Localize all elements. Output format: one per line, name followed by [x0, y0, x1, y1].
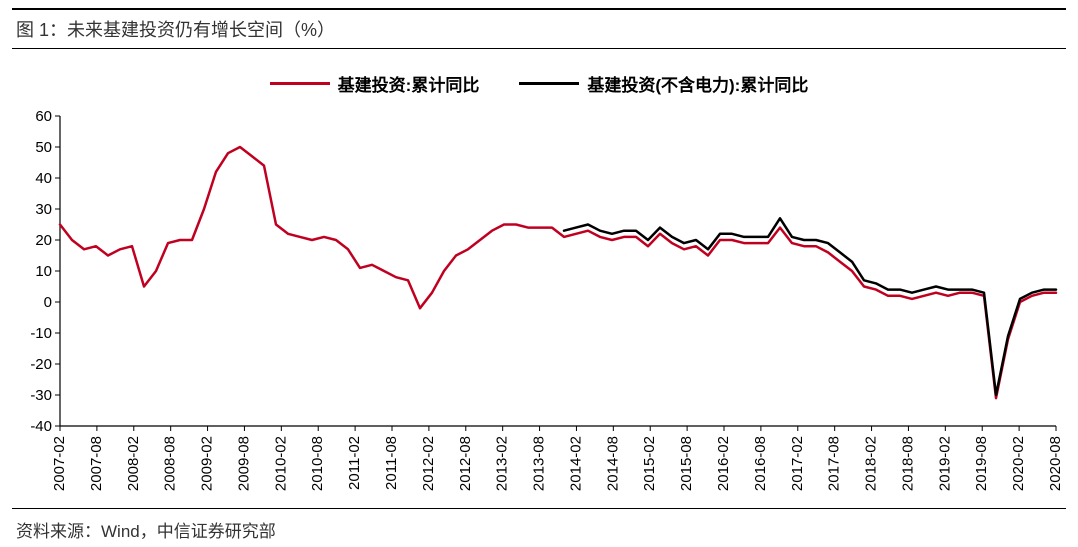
svg-text:2015-02: 2015-02: [641, 436, 658, 491]
svg-text:20: 20: [35, 232, 52, 249]
legend-line-icon: [519, 82, 579, 85]
svg-text:2011-02: 2011-02: [346, 436, 363, 490]
svg-text:30: 30: [35, 201, 52, 218]
chart-area: 基建投资:累计同比 基建投资(不含电力):累计同比 -40 -30 -20 -10 0 1…: [12, 49, 1066, 508]
svg-text:2019-02: 2019-02: [936, 436, 953, 491]
legend-label: 基建投资:累计同比: [338, 71, 480, 96]
svg-text:2014-08: 2014-08: [604, 436, 621, 491]
svg-text:2007-02: 2007-02: [51, 436, 68, 491]
svg-text:-40: -40: [30, 418, 52, 435]
svg-text:2017-08: 2017-08: [826, 436, 843, 491]
svg-text:2012-02: 2012-02: [420, 436, 437, 491]
source-footer: 资料来源：Wind，中信证券研究部: [12, 508, 1066, 542]
svg-text:2008-08: 2008-08: [162, 436, 179, 491]
legend-line-icon: [270, 82, 330, 85]
svg-text:2013-08: 2013-08: [531, 436, 548, 491]
svg-text:-20: -20: [30, 356, 52, 373]
svg-text:2018-08: 2018-08: [899, 436, 916, 491]
legend-label: 基建投资(不含电力):累计同比: [587, 71, 808, 96]
svg-text:2009-08: 2009-08: [235, 436, 252, 491]
svg-text:50: 50: [35, 139, 52, 156]
legend: 基建投资:累计同比 基建投资(不含电力):累计同比: [12, 49, 1066, 108]
svg-text:2008-02: 2008-02: [125, 436, 142, 491]
svg-text:2020-02: 2020-02: [1010, 436, 1027, 491]
legend-item: 基建投资:累计同比: [270, 71, 480, 96]
svg-text:2010-02: 2010-02: [272, 436, 289, 491]
svg-text:40: 40: [35, 170, 52, 187]
svg-text:2016-02: 2016-02: [715, 436, 732, 491]
svg-text:2011-08: 2011-08: [383, 436, 400, 490]
chart-title: 图 1：未来基建投资仍有增长空间（%）: [12, 8, 1066, 49]
svg-text:2009-02: 2009-02: [199, 436, 216, 491]
svg-text:2019-08: 2019-08: [973, 436, 990, 491]
line-chart: -40 -30 -20 -10 0 10 20 30 40 50 60 2007-02 2007-08 2…: [12, 108, 1066, 508]
svg-text:2018-02: 2018-02: [863, 436, 880, 491]
svg-text:-30: -30: [30, 387, 52, 404]
svg-text:2017-02: 2017-02: [789, 436, 806, 491]
svg-text:2013-02: 2013-02: [494, 436, 511, 491]
svg-text:10: 10: [35, 263, 52, 280]
svg-text:60: 60: [35, 108, 52, 125]
legend-item: 基建投资(不含电力):累计同比: [519, 71, 808, 96]
svg-text:2020-08: 2020-08: [1047, 436, 1064, 491]
svg-text:2012-08: 2012-08: [457, 436, 474, 491]
svg-text:2014-02: 2014-02: [567, 436, 584, 491]
svg-text:-10: -10: [30, 325, 52, 342]
svg-text:2007-08: 2007-08: [88, 436, 105, 491]
svg-text:2010-08: 2010-08: [309, 436, 326, 491]
svg-text:2015-08: 2015-08: [678, 436, 695, 491]
svg-text:0: 0: [44, 294, 52, 311]
svg-text:2016-08: 2016-08: [752, 436, 769, 491]
